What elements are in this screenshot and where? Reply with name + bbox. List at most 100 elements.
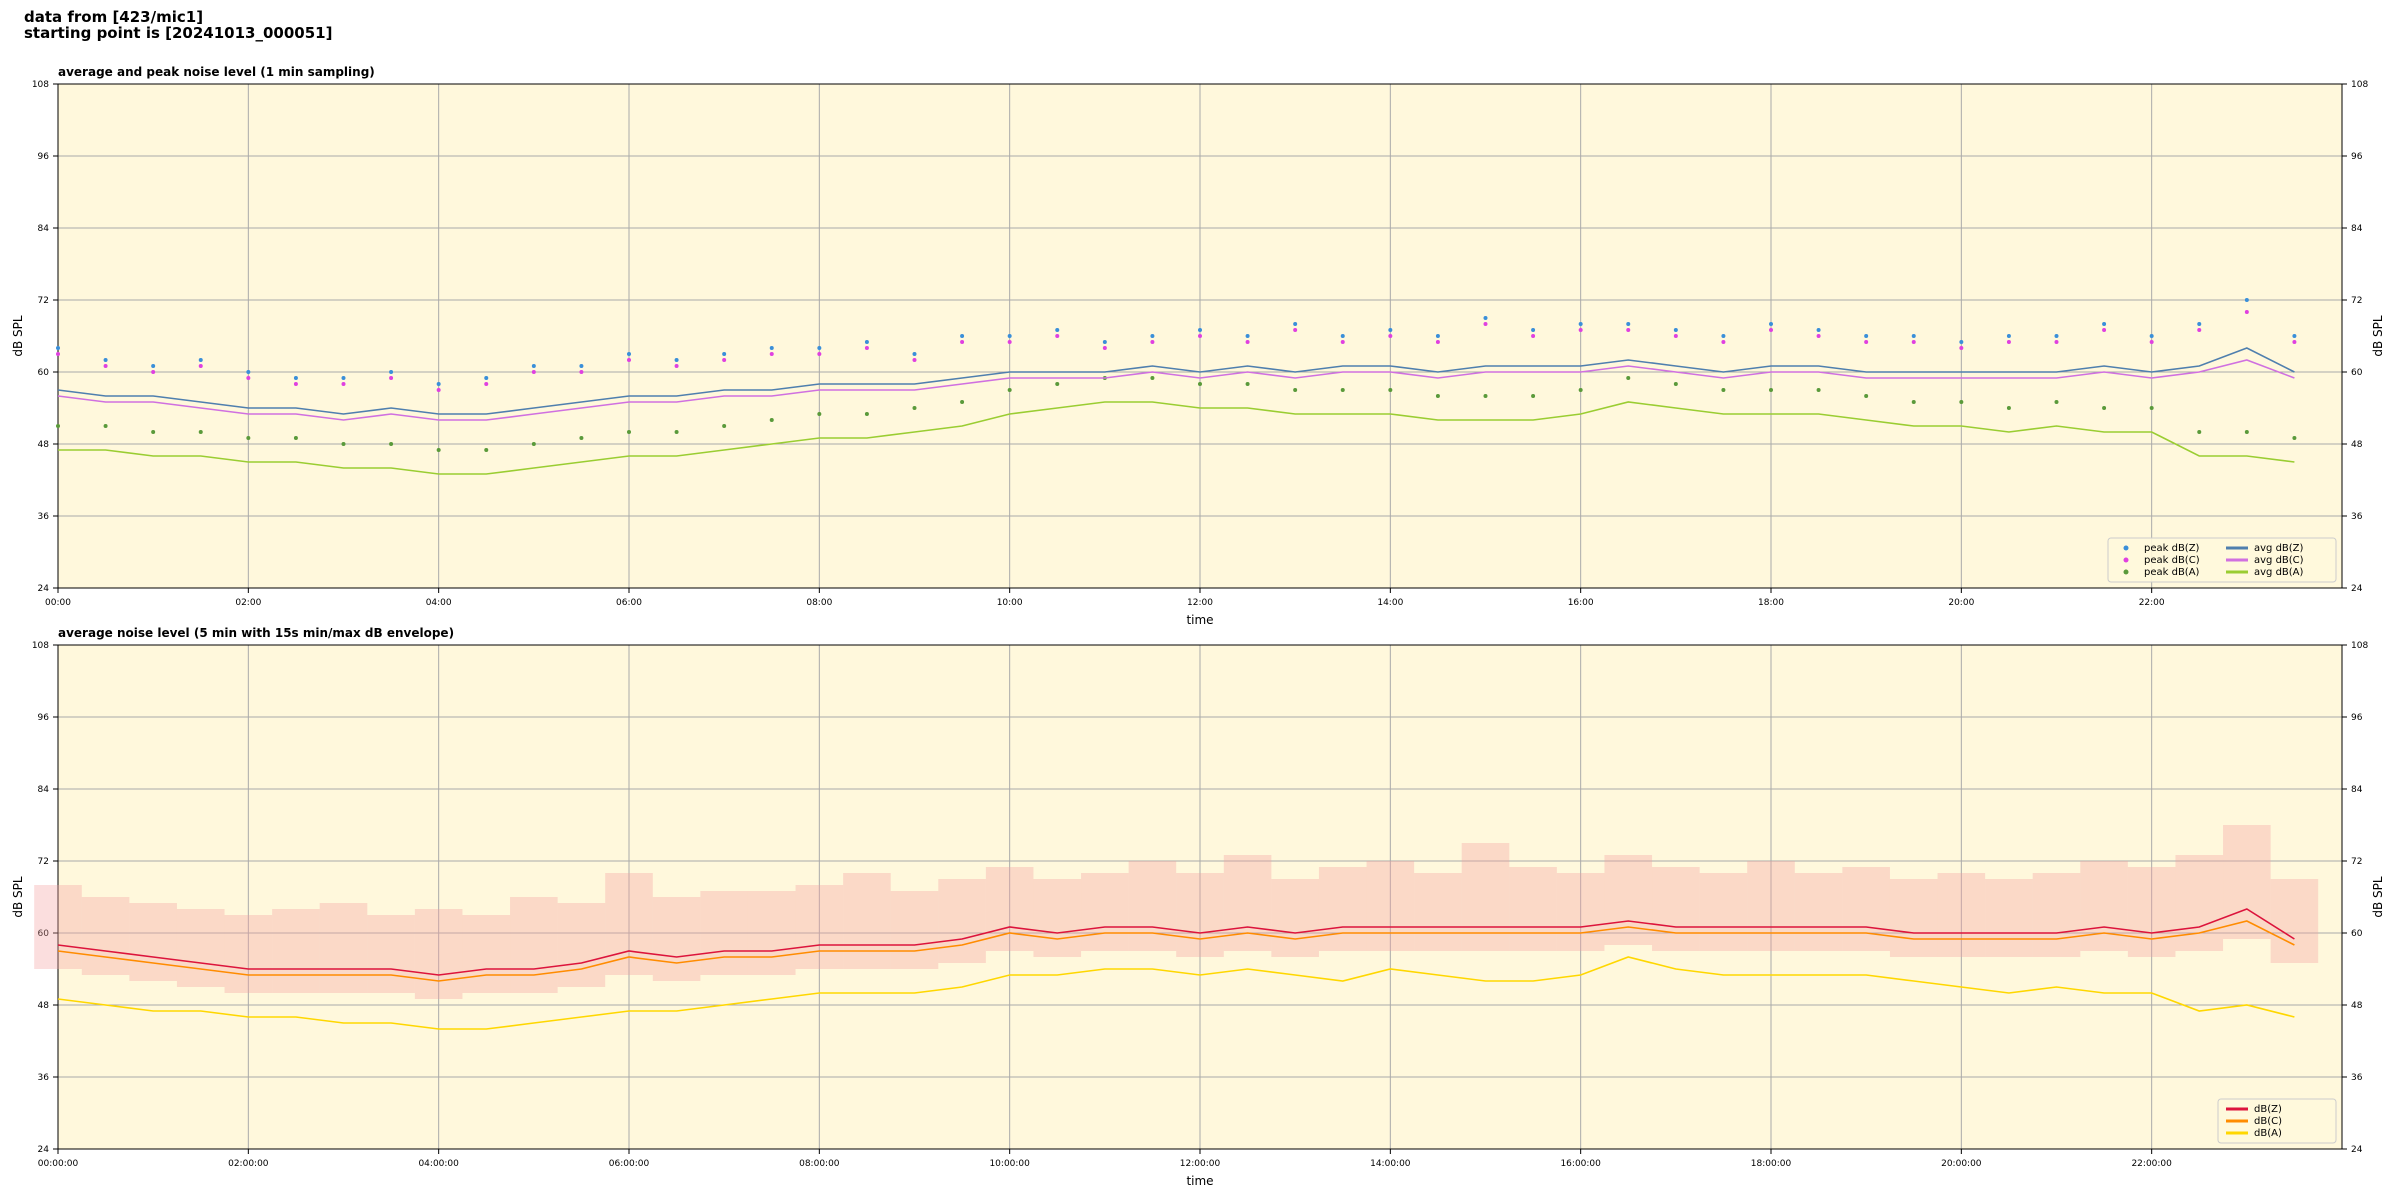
peak-point: [674, 358, 679, 362]
peak-point: [531, 370, 536, 374]
peak-point: [1959, 340, 1964, 344]
y-tick-label: 96: [2351, 152, 2363, 162]
peak-point: [246, 370, 251, 374]
y-tick-label: 48: [38, 1001, 50, 1011]
peak-point: [1055, 328, 1060, 332]
peak-point: [1198, 328, 1202, 332]
peak-point: [1435, 394, 1440, 398]
peak-point: [2197, 322, 2202, 326]
peak-point: [2197, 328, 2202, 332]
peak-point: [1435, 340, 1440, 344]
envelope: [2223, 825, 2271, 939]
y-tick-label: 96: [38, 713, 50, 723]
peak-point: [674, 364, 679, 368]
legend-label: dB(C): [2254, 1116, 2282, 1127]
x-tick-label: 08:00:00: [799, 1159, 840, 1169]
envelope: [1604, 855, 1653, 945]
y-tick-label: 84: [2351, 785, 2363, 795]
y-tick-label: 84: [38, 785, 50, 795]
peak-point: [1673, 328, 1678, 332]
peak-point: [56, 424, 60, 428]
peak-point: [389, 376, 394, 380]
legend-marker: [2123, 557, 2129, 563]
peak-point: [341, 382, 346, 386]
header-line: starting point is [20241013_000051]: [24, 24, 332, 42]
envelope: [462, 915, 511, 993]
peak-point: [103, 358, 108, 362]
peak-point: [2292, 340, 2297, 344]
peak-point: [1245, 382, 1250, 386]
series-line: [57, 908, 2295, 976]
plot-frame: [57, 83, 2343, 589]
envelope: [985, 867, 1034, 951]
peak-point: [2102, 328, 2107, 332]
y-axis-label: dB SPL: [2371, 315, 2385, 357]
peak-point: [1531, 328, 1536, 332]
envelope: [605, 873, 653, 975]
peak-point: [912, 406, 917, 410]
peak-point: [1007, 334, 1012, 338]
x-tick-label: 00:00: [45, 598, 71, 608]
peak-point: [341, 376, 346, 380]
peak-point: [1816, 388, 1821, 392]
peak-point: [1007, 388, 1012, 392]
envelope: [414, 909, 463, 999]
peak-point: [627, 358, 631, 362]
peak-point: [151, 364, 156, 368]
peak-point: [1531, 394, 1536, 398]
envelope: [129, 903, 177, 981]
x-tick-label: 18:00:00: [1751, 1159, 1792, 1169]
envelope: [1699, 873, 1748, 951]
envelope: [367, 915, 415, 993]
x-tick-label: 04:00:00: [418, 1159, 459, 1169]
peak-point: [722, 358, 727, 362]
peak-point: [769, 346, 774, 350]
peak-point: [1864, 334, 1869, 338]
y-tick-label: 84: [38, 224, 50, 234]
envelope: [2127, 867, 2176, 957]
envelope: [795, 885, 844, 969]
peak-point: [1578, 328, 1583, 332]
x-tick-label: 20:00: [1948, 598, 1974, 608]
envelope: [557, 903, 606, 987]
envelope: [2032, 873, 2081, 957]
envelope: [1318, 867, 1367, 951]
y-tick-label: 72: [38, 296, 49, 306]
peak-point: [1007, 340, 1012, 344]
peak-point: [960, 340, 965, 344]
legend-label: dB(A): [2254, 1128, 2282, 1139]
peak-point: [674, 430, 679, 434]
legend-label: dB(Z): [2254, 1104, 2282, 1115]
peak-point: [2292, 334, 2297, 338]
y-tick-label: 60: [2351, 368, 2363, 378]
peak-point: [198, 430, 203, 434]
legend-marker: [2123, 569, 2129, 575]
peak-point: [1721, 334, 1726, 338]
peak-point: [1959, 346, 1964, 350]
peak-point: [436, 382, 441, 386]
peak-point: [1578, 388, 1583, 392]
y-tick-label: 72: [38, 857, 49, 867]
peak-point: [912, 358, 917, 362]
x-tick-label: 00:00:00: [38, 1159, 79, 1169]
series-line: [57, 359, 2295, 421]
peak-point: [198, 364, 203, 368]
peak-point: [56, 346, 60, 350]
envelope: [319, 903, 368, 993]
peak-point: [1198, 382, 1202, 386]
envelope: [176, 909, 225, 987]
x-tick-label: 10:00: [997, 598, 1023, 608]
y-tick-label: 48: [38, 440, 50, 450]
envelope: [2270, 879, 2319, 963]
peak-point: [912, 352, 917, 356]
envelope: [224, 915, 273, 993]
envelope: [1223, 855, 1272, 951]
peak-point: [1626, 322, 1631, 326]
peak-point: [2244, 310, 2249, 314]
y-tick-label: 36: [38, 1073, 50, 1083]
peak-point: [1769, 388, 1773, 392]
peak-point: [2006, 406, 2011, 410]
peak-point: [1626, 376, 1631, 380]
